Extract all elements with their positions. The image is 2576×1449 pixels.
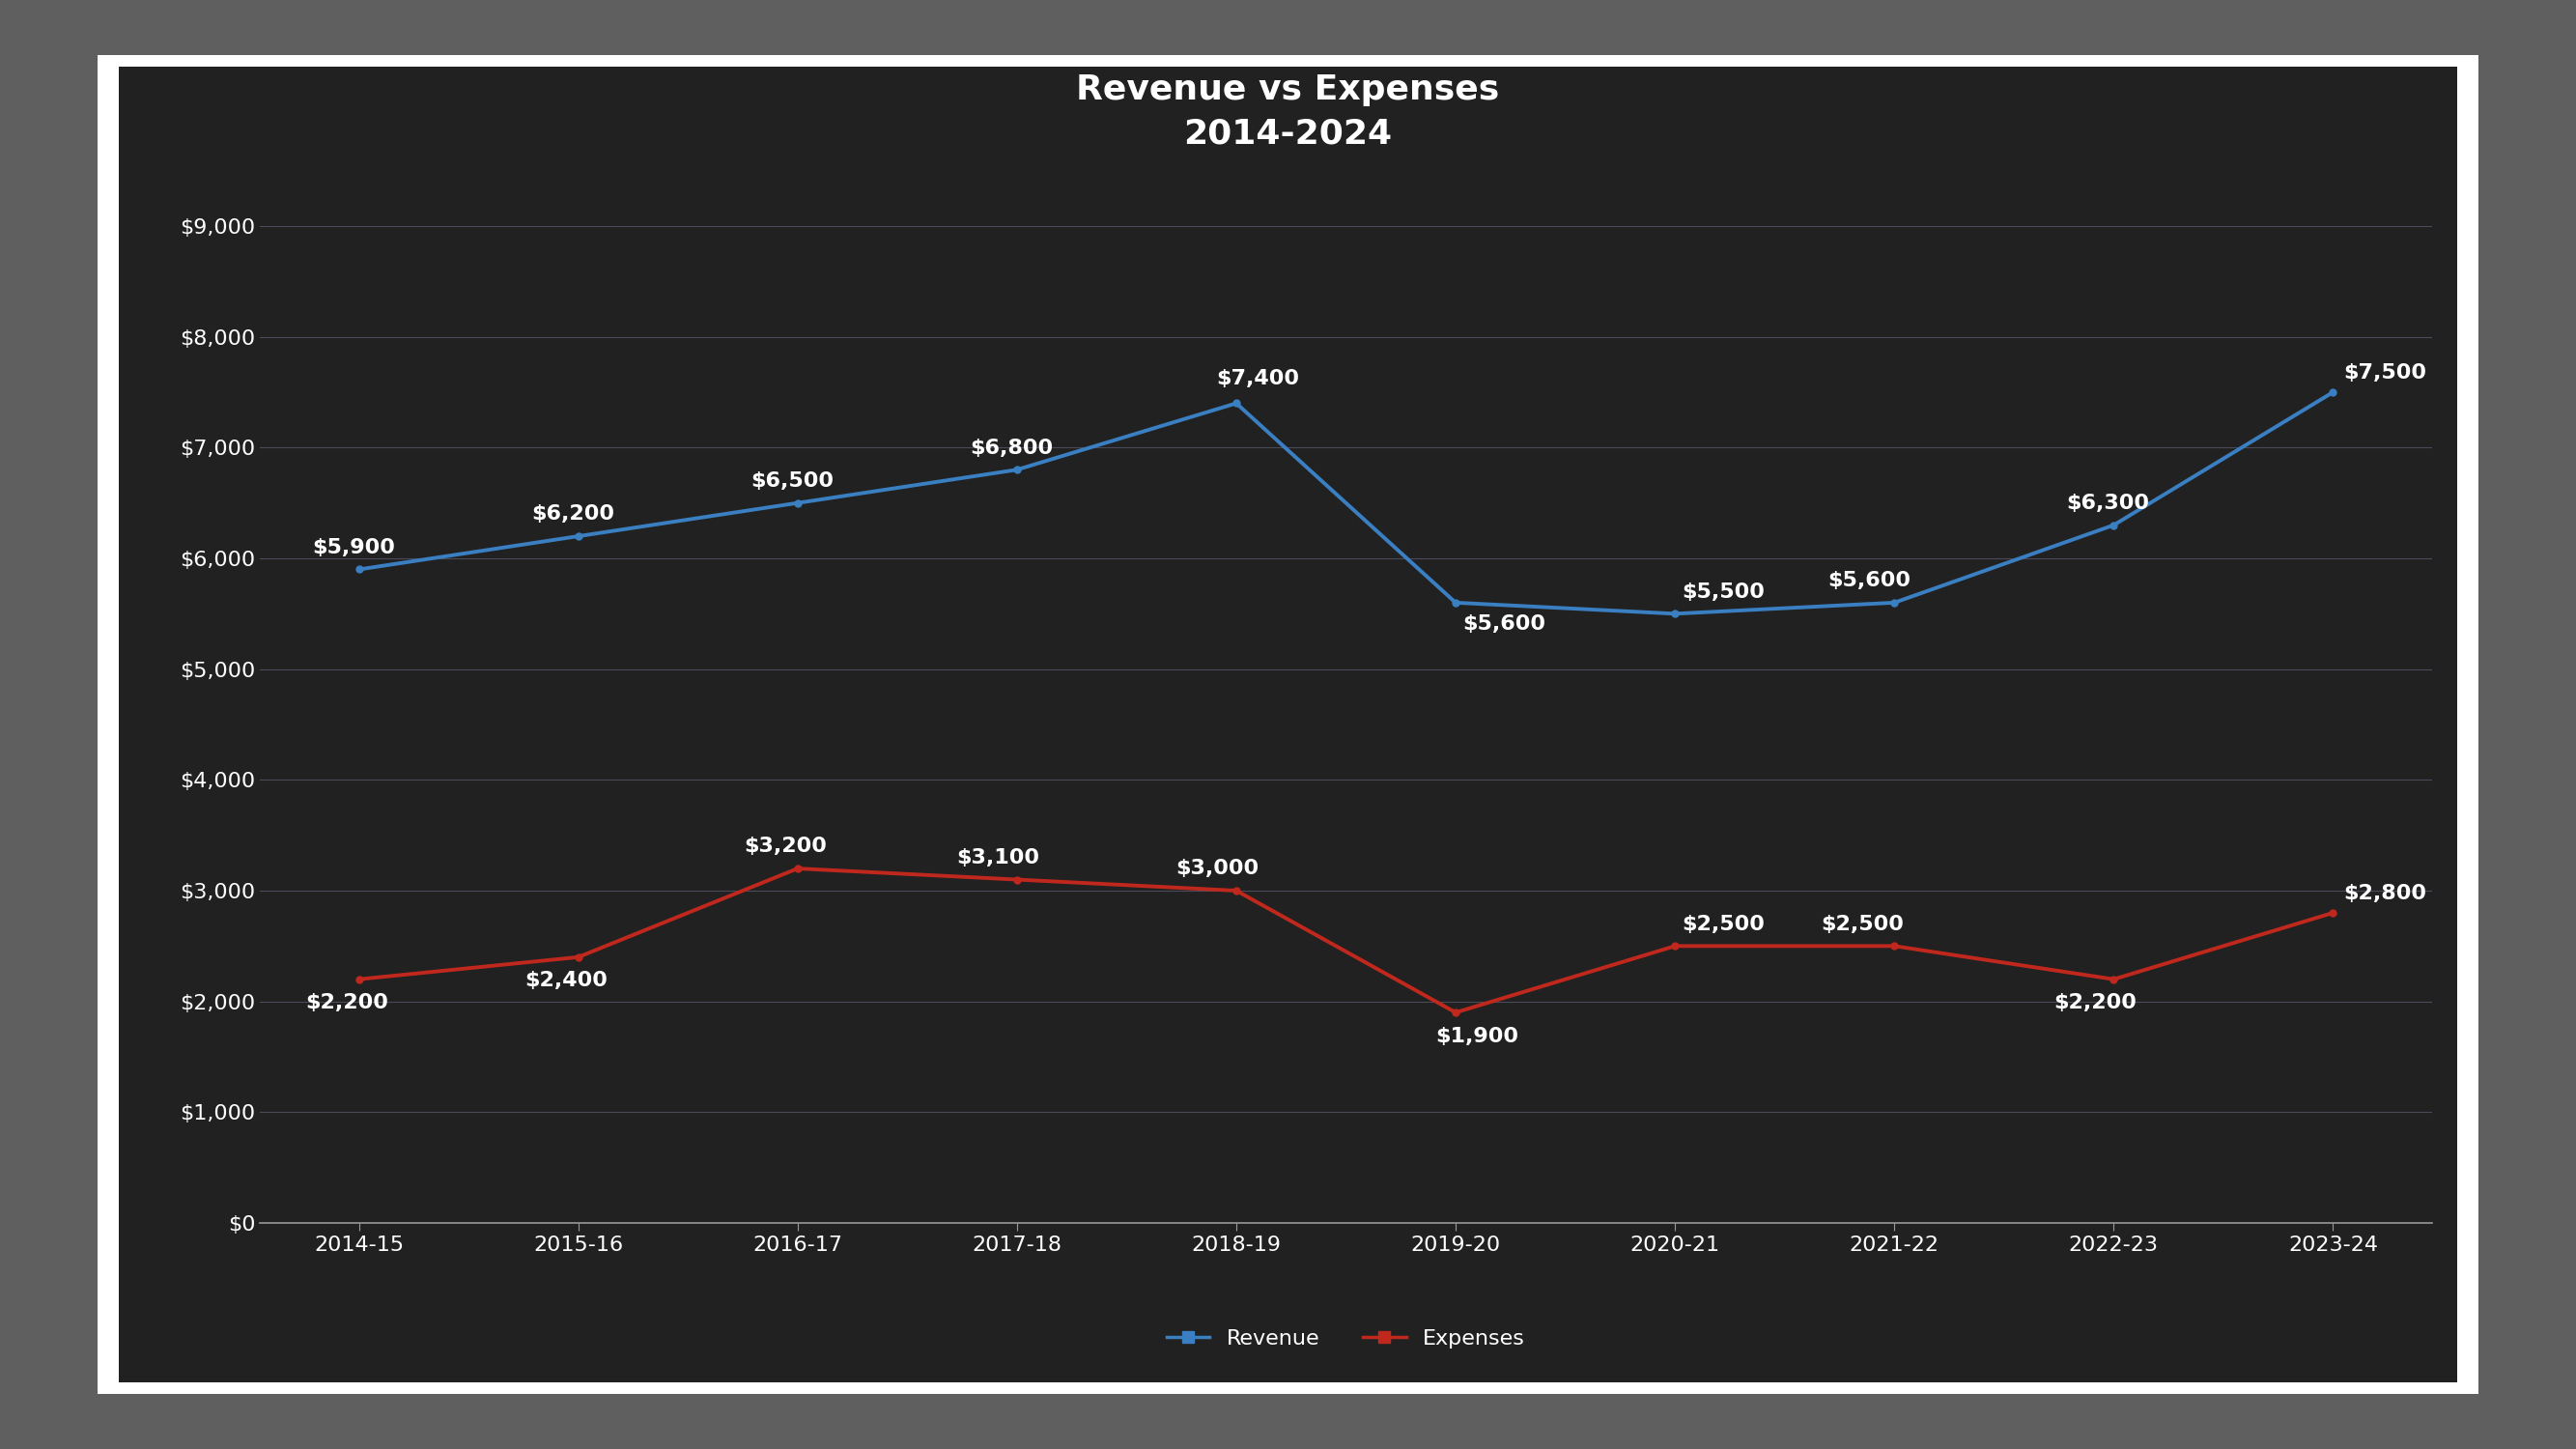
Expenses	[562, 949, 592, 966]
Revenue	[1002, 461, 1033, 478]
Revenue	[783, 494, 814, 511]
Revenue	[562, 527, 592, 545]
Text: $2,500: $2,500	[1821, 914, 1904, 933]
Text: $6,500: $6,500	[750, 471, 835, 491]
Expenses	[783, 859, 814, 877]
Expenses	[1440, 1004, 1471, 1022]
Revenue	[1659, 606, 1690, 623]
Text: $7,400: $7,400	[1216, 369, 1298, 388]
Text: $6,200: $6,200	[531, 504, 613, 525]
Text: Revenue vs Expenses
2014-2024: Revenue vs Expenses 2014-2024	[1077, 74, 1499, 151]
Text: $6,800: $6,800	[971, 438, 1054, 458]
Text: $2,800: $2,800	[2344, 884, 2427, 903]
Text: $5,900: $5,900	[312, 538, 394, 558]
Text: $5,500: $5,500	[1682, 582, 1765, 601]
Line: Expenses: Expenses	[355, 865, 2336, 1016]
Revenue	[1440, 594, 1471, 611]
Revenue	[343, 561, 374, 578]
Text: $5,600: $5,600	[1826, 571, 1911, 590]
Revenue	[1221, 394, 1252, 412]
Text: $2,500: $2,500	[1682, 914, 1765, 933]
Text: $3,100: $3,100	[956, 848, 1041, 868]
Expenses	[1221, 882, 1252, 900]
Legend: Revenue, Expenses: Revenue, Expenses	[1159, 1320, 1533, 1356]
Expenses	[1002, 871, 1033, 888]
Text: $2,400: $2,400	[526, 971, 608, 991]
Line: Revenue: Revenue	[355, 388, 2336, 617]
Expenses	[2099, 971, 2130, 988]
Text: $7,500: $7,500	[2344, 364, 2427, 383]
Text: $1,900: $1,900	[1435, 1026, 1520, 1046]
Expenses	[1659, 938, 1690, 955]
Text: $2,200: $2,200	[2053, 994, 2136, 1013]
Revenue	[2318, 384, 2349, 401]
Expenses	[2318, 904, 2349, 922]
Text: $3,000: $3,000	[1175, 859, 1260, 878]
Text: $2,200: $2,200	[304, 994, 389, 1013]
Text: $5,600: $5,600	[1463, 614, 1546, 633]
Text: $6,300: $6,300	[2066, 494, 2151, 513]
Expenses	[343, 971, 374, 988]
Revenue	[2099, 516, 2130, 533]
Expenses	[1878, 938, 1909, 955]
Revenue	[1878, 594, 1909, 611]
Text: $3,200: $3,200	[744, 838, 827, 856]
